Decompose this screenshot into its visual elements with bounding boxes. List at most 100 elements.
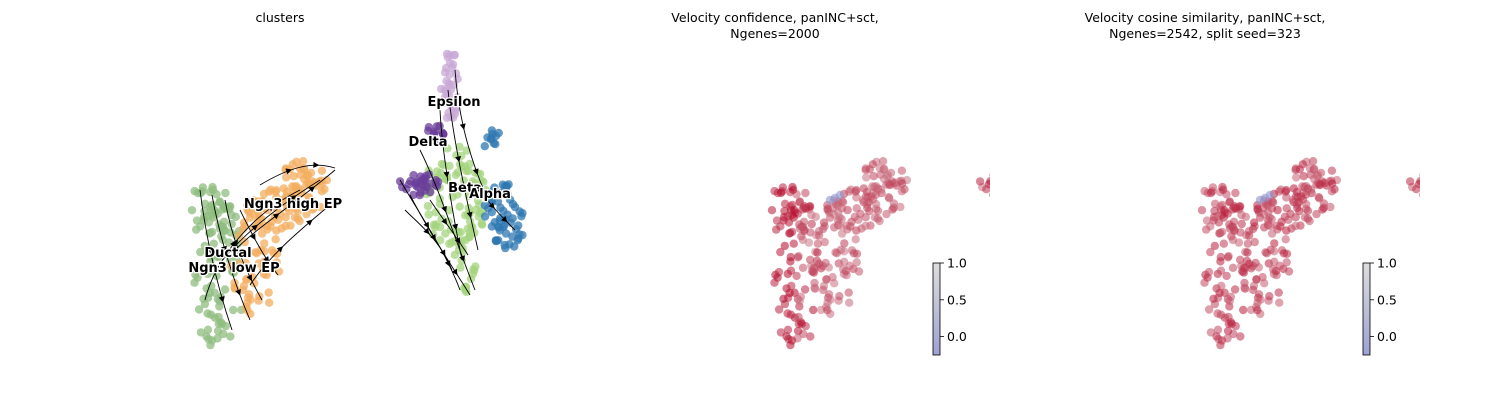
cell-point (260, 247, 269, 256)
cell-point (786, 266, 796, 275)
cell-point (789, 239, 798, 248)
cell-point (793, 326, 803, 336)
cell-point (487, 222, 497, 231)
cell-point (1282, 204, 1291, 213)
cell-point (271, 187, 280, 196)
cell-point (785, 288, 794, 298)
streamline (429, 199, 469, 256)
cell-point (436, 84, 446, 94)
cell-point (213, 326, 223, 336)
cell-point (1212, 332, 1221, 341)
cell-point (207, 281, 216, 291)
cell-point (788, 182, 797, 192)
cell-point (862, 173, 871, 182)
cell-point (239, 218, 249, 227)
cell-point (806, 332, 815, 341)
cluster-label: Beta (448, 181, 482, 196)
cell-point (209, 239, 218, 248)
cell-point (809, 263, 818, 272)
cell-point (787, 227, 797, 237)
cell-point (420, 176, 429, 185)
cell-points (187, 49, 527, 350)
cell-point (473, 196, 483, 205)
cell-point (840, 247, 849, 256)
cell-point (1217, 227, 1227, 237)
cell-point (821, 258, 830, 268)
cell-point (795, 296, 804, 306)
stream-arrow (441, 218, 448, 225)
cell-point (1405, 177, 1415, 186)
cell-point (515, 230, 524, 239)
cell-point (780, 241, 789, 251)
cell-point (849, 249, 859, 258)
cell-point (1315, 180, 1325, 189)
cell-point (459, 176, 469, 185)
cell-point (1327, 179, 1337, 188)
cell-point (786, 257, 795, 266)
cell-point (1265, 292, 1274, 301)
stream-arrow (218, 295, 225, 303)
stream-arrow (263, 256, 270, 263)
cell-point (1239, 305, 1248, 315)
cell-point (445, 58, 455, 68)
cell-point (792, 271, 801, 281)
cell-point (1291, 213, 1300, 222)
title-line: Velocity confidence, panINC+sct, (671, 10, 879, 25)
cell-point (1270, 239, 1279, 248)
cell-point (1237, 210, 1246, 220)
cell-point (823, 298, 832, 308)
cell-point (423, 202, 433, 211)
cell-point (1223, 253, 1233, 262)
cell-point (435, 236, 445, 245)
cell-point (196, 247, 205, 257)
cluster-label: Epsilon (427, 95, 480, 110)
cell-point (269, 249, 279, 258)
cell-point (229, 305, 238, 315)
cell-point (480, 212, 490, 221)
streamline (224, 199, 263, 301)
cell-point (1312, 209, 1321, 219)
cell-point (187, 206, 197, 215)
stream-arrow (249, 233, 256, 241)
cell-point (436, 168, 445, 178)
cell-point (799, 203, 809, 212)
cell-point (845, 298, 854, 307)
cell-point (293, 184, 303, 193)
cell-point (245, 213, 255, 222)
cell-point (801, 188, 810, 198)
cell-point (861, 213, 870, 222)
cell-point (794, 312, 803, 322)
cell-point (288, 160, 297, 169)
cell-point (814, 231, 824, 240)
cell-point (480, 201, 490, 210)
cell-point (1213, 325, 1223, 334)
cell-point (1419, 192, 1420, 198)
cell-point (478, 220, 487, 229)
cell-point (317, 166, 327, 175)
cell-point (772, 216, 782, 225)
cell-point (1215, 288, 1224, 298)
cell-point (210, 206, 219, 215)
cell-point (1209, 294, 1218, 303)
stream-arrow (306, 219, 313, 226)
cell-point (1302, 200, 1311, 209)
cell-point (862, 187, 872, 197)
cell-point (241, 258, 250, 268)
colorbar-tick-label: 1.0 (947, 256, 967, 271)
cell-points (767, 157, 990, 350)
cell-point (783, 325, 793, 334)
cell-point (299, 174, 309, 184)
cell-point (1267, 214, 1276, 224)
cell-point (215, 197, 224, 206)
cell-point (240, 237, 249, 247)
cell-point (825, 213, 835, 222)
cell-point (1243, 239, 1253, 248)
cell-point (879, 174, 889, 184)
cell-point (975, 177, 985, 186)
cell-point (798, 263, 808, 272)
cell-point (265, 261, 274, 270)
stream-arrow (430, 234, 436, 241)
cell-point (224, 238, 234, 247)
cell-point (424, 210, 433, 219)
cell-point (807, 210, 816, 220)
